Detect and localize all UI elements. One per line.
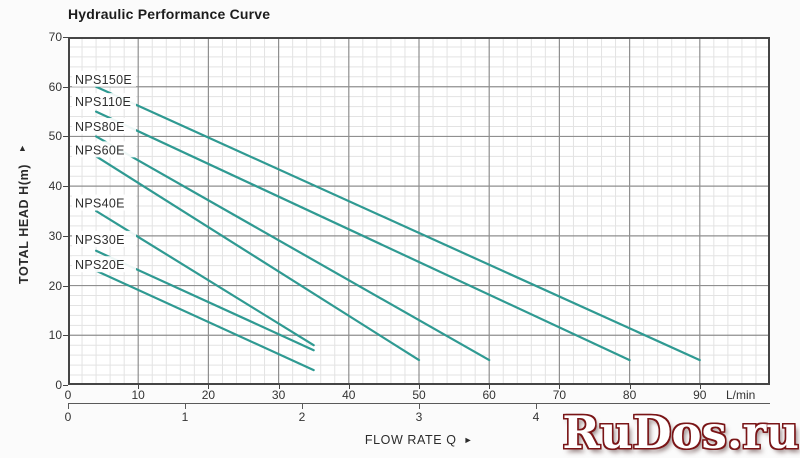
x-tick-mark <box>489 385 491 389</box>
y-tick-mark <box>63 235 68 237</box>
y-tick-label-70: 70 <box>48 30 62 44</box>
secondary-x-tick-label-2: 2 <box>298 410 306 424</box>
series-label-halo <box>72 230 137 247</box>
y-axis-direction-arrow-icon: ▲ <box>18 143 27 153</box>
curve-NPS150E <box>95 85 701 362</box>
series-label-NPS150E: NPS150E <box>75 73 132 87</box>
y-tick-mark <box>63 285 68 287</box>
y-tick-label-10: 10 <box>48 328 62 343</box>
chart-title: Hydraulic Performance Curve <box>68 6 271 22</box>
secondary-x-tick-label-1: 1 <box>181 410 189 424</box>
x-tick-label-60: 60 <box>482 388 496 402</box>
series-label-NPS80E: NPS80E <box>75 120 125 134</box>
x-tick-mark <box>629 385 631 389</box>
x-tick-mark <box>208 385 210 389</box>
x-tick-label-20: 20 <box>201 388 216 402</box>
x-tick-label-0: 0 <box>64 388 72 402</box>
secondary-x-tick-label-3: 3 <box>415 410 423 424</box>
secondary-x-tick-label-4: 4 <box>532 410 540 424</box>
x-tick-mark <box>559 385 561 389</box>
secondary-x-tick-mark <box>302 403 303 409</box>
y-tick-mark <box>63 86 68 88</box>
watermark: RuDos.ru <box>562 405 799 458</box>
curve-NPS60E <box>95 155 421 362</box>
x-axis-label: FLOW RATE Q ► <box>68 433 770 447</box>
curve-NPS80E <box>95 135 491 362</box>
series-label-halo <box>72 70 137 87</box>
series-label-NPS60E: NPS60E <box>75 143 125 157</box>
y-tick-label-50: 50 <box>48 129 62 144</box>
secondary-x-tick-label-0: 0 <box>64 410 72 424</box>
y-tick-mark <box>63 136 68 138</box>
x-tick-label-10: 10 <box>131 388 145 402</box>
x-tick-label-50: 50 <box>412 388 426 402</box>
series-label-NPS30E: NPS30E <box>75 233 125 247</box>
y-tick-label-0: 0 <box>55 378 62 392</box>
series-label-halo <box>72 141 137 158</box>
x-tick-label-80: 80 <box>622 388 637 402</box>
series-label-NPS40E: NPS40E <box>75 197 125 211</box>
curve-NPS110E <box>95 110 631 362</box>
series-label-halo <box>72 256 137 273</box>
plot-border <box>68 37 770 385</box>
y-tick-mark <box>63 335 68 337</box>
x-tick-label-30: 30 <box>271 388 286 402</box>
y-tick-mark <box>63 186 68 188</box>
y-tick-label-40: 40 <box>48 179 62 194</box>
y-tick-label-60: 60 <box>48 79 62 94</box>
x-tick-mark <box>348 385 350 389</box>
x-tick-label-90: 90 <box>693 388 707 402</box>
y-tick-mark <box>63 37 68 38</box>
y-tick-label-30: 30 <box>48 228 62 243</box>
plot-area: NPS150E NPS110E NPS80E NPS60E NPS40E NPS30E NP… <box>68 37 770 385</box>
series-label-NPS110E: NPS110E <box>75 95 131 109</box>
series-label-halo <box>72 117 137 134</box>
series-label-NPS20E: NPS20E <box>75 258 125 272</box>
secondary-x-tick-mark <box>185 403 186 409</box>
x-tick-mark <box>278 385 280 389</box>
x-tick-label-70: 70 <box>552 388 567 402</box>
secondary-x-tick-mark <box>419 403 420 409</box>
x-tick-mark <box>138 385 140 389</box>
series-label-halo <box>72 93 137 110</box>
secondary-x-tick-mark <box>536 403 537 409</box>
x-tick-label-40: 40 <box>342 388 356 402</box>
series-label-halo <box>72 194 137 211</box>
x-axis-direction-arrow-icon: ► <box>463 435 474 445</box>
x-axis-unit-label: L/min <box>726 388 756 402</box>
x-axis-label-text: FLOW RATE Q <box>364 433 457 447</box>
y-axis-label: TOTAL HEAD H(m) <box>17 163 31 285</box>
y-tick-mark <box>63 385 68 386</box>
y-tick-label-20: 20 <box>48 278 62 293</box>
x-tick-mark <box>419 385 420 389</box>
x-tick-mark <box>699 385 701 389</box>
secondary-x-tick-mark <box>68 403 69 409</box>
curve-NPS20E <box>95 269 315 372</box>
